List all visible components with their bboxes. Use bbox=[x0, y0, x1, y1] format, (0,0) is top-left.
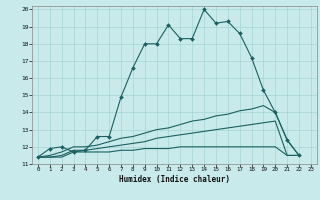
X-axis label: Humidex (Indice chaleur): Humidex (Indice chaleur) bbox=[119, 175, 230, 184]
